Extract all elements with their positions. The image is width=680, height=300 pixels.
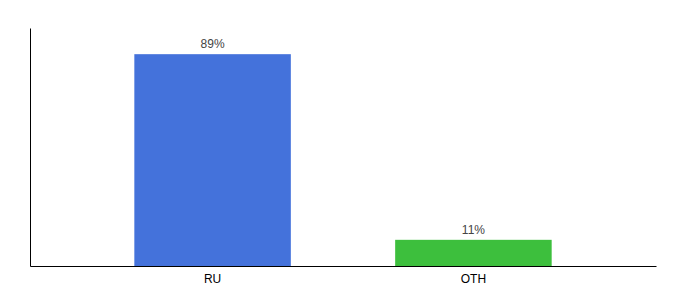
y-axis: [30, 29, 31, 267]
x-tick-label: RU: [204, 272, 221, 286]
bar: [395, 240, 551, 266]
bar: [134, 54, 291, 266]
data-label: 11%: [462, 223, 485, 237]
plot: RU OTH 89% 11%: [31, 29, 657, 286]
data-labels: 89% 11%: [201, 37, 486, 237]
x-tick-label: OTH: [461, 272, 486, 286]
data-label: 89%: [201, 37, 225, 51]
bars: [134, 54, 551, 266]
x-tick: OTH: [461, 266, 486, 286]
x-tick: RU: [204, 266, 221, 286]
x-axis-line: [31, 266, 657, 267]
y-axis-line: [30, 29, 31, 267]
chart: RU OTH 89% 11%: [0, 0, 680, 300]
x-axis: RU OTH: [31, 266, 657, 286]
